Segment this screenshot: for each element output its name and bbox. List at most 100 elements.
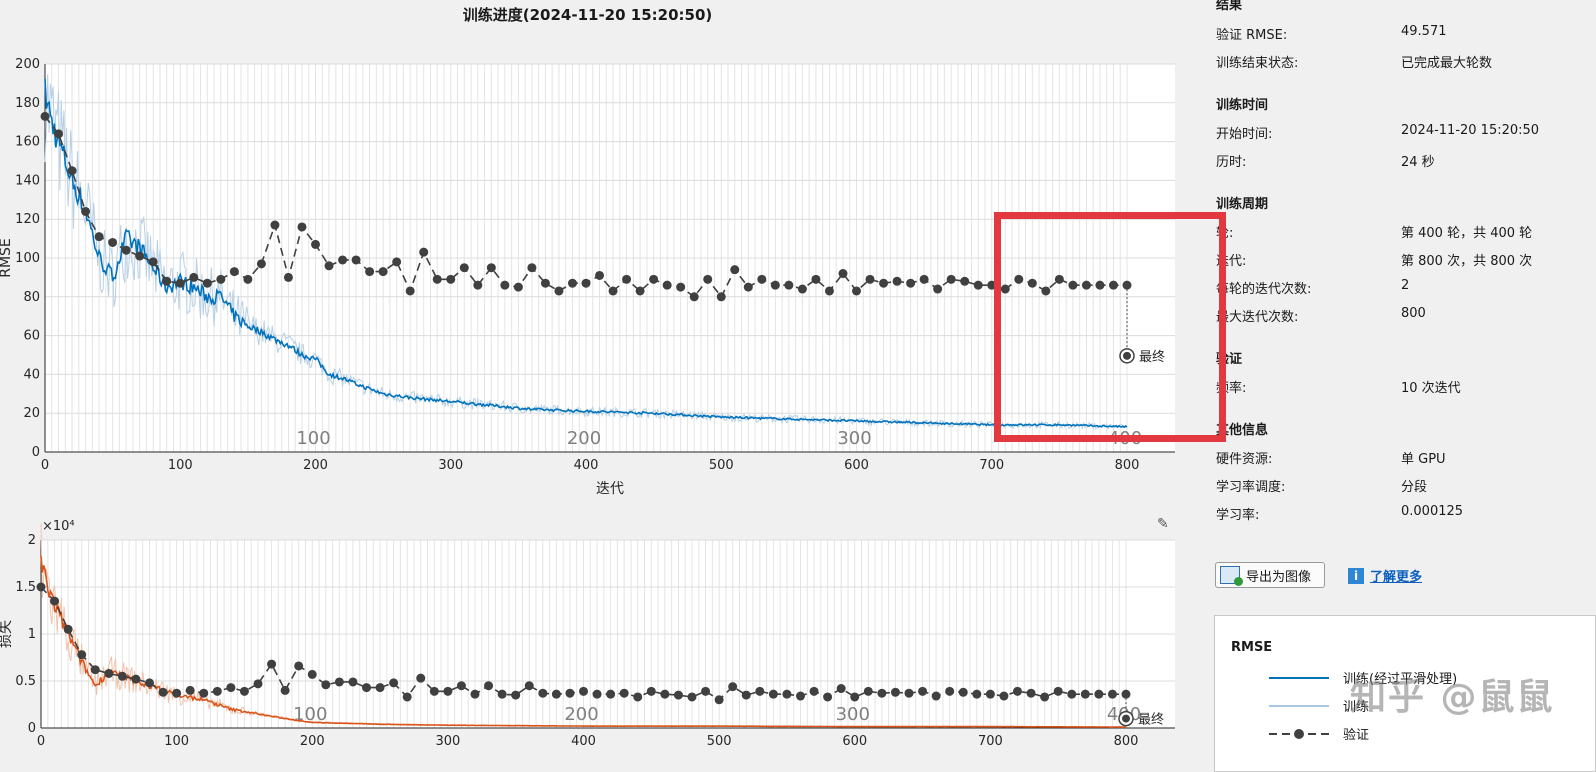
validation-point (67, 166, 77, 176)
validation-point (511, 690, 521, 700)
validation-point (743, 282, 753, 292)
y-tick-label: 1 (28, 627, 36, 642)
y-tick-label: 120 (15, 212, 40, 227)
validation-point (36, 582, 46, 592)
validation-point (473, 280, 483, 290)
image-export-icon (1220, 566, 1243, 586)
validation-point (131, 674, 141, 684)
validation-point (635, 286, 645, 296)
validation-point (500, 280, 510, 290)
other-title: 其他信息 (1216, 423, 1269, 438)
validation-point (338, 255, 348, 265)
validation-point (567, 278, 577, 288)
validation-point (297, 222, 307, 232)
validation-point (919, 274, 929, 284)
x-tick-label: 600 (844, 458, 869, 473)
validation-point (579, 686, 588, 696)
validation-point (50, 596, 60, 606)
legend-swatch-validation (1267, 726, 1331, 742)
epoch-label: 100 (296, 428, 330, 449)
validation-point (703, 274, 713, 284)
validation-point (253, 679, 263, 689)
final-marker-dot (1122, 714, 1130, 723)
validation-point (321, 680, 331, 690)
validation-point (212, 686, 222, 696)
validation-point (823, 692, 833, 702)
validation-point (565, 688, 575, 698)
validation-point (1094, 689, 1104, 699)
validation-point (1027, 278, 1037, 288)
validation-point (811, 274, 821, 284)
validation-point (1067, 689, 1077, 699)
validation-point (689, 292, 699, 302)
validation-point (497, 689, 507, 699)
validation-point (280, 685, 290, 695)
validation-point (809, 686, 819, 696)
validation-point (1013, 686, 1022, 696)
validation-point (972, 689, 982, 699)
validation-point (81, 206, 91, 216)
edit-icon[interactable]: ✎ (1157, 516, 1169, 532)
validation-point (1095, 280, 1105, 290)
validation-point (730, 265, 740, 275)
validation-point (892, 276, 902, 286)
validation-point (283, 272, 293, 282)
validation-point (216, 274, 226, 284)
validation-point (392, 257, 402, 267)
validation-point (551, 689, 561, 699)
validation-point (135, 251, 145, 261)
x-tick-label: 400 (571, 734, 596, 749)
validation-point (592, 689, 602, 699)
legend-item-train: 训练 (1267, 696, 1369, 715)
x-tick-label: 500 (709, 458, 734, 473)
learn-more[interactable]: i 了解更多 (1348, 566, 1422, 585)
validation-point (267, 659, 277, 669)
validation-point (416, 673, 426, 683)
x-tick-label: 100 (168, 458, 193, 473)
validation-point (852, 286, 861, 296)
validation-point (838, 269, 848, 279)
y-tick-label: 0.5 (15, 674, 36, 689)
x-tick-label: 0 (37, 734, 45, 749)
export-image-button[interactable]: 导出为图像 (1215, 562, 1325, 588)
validation-point (378, 267, 388, 277)
legend-item-validation: 验证 (1267, 724, 1369, 743)
time-title: 训练时间 (1216, 98, 1269, 113)
x-tick-label: 200 (303, 458, 328, 473)
learn-more-link[interactable]: 了解更多 (1370, 570, 1423, 585)
validation-point (527, 263, 537, 273)
validation-point (513, 282, 523, 292)
validation-point (365, 267, 375, 277)
x-tick-label: 500 (707, 734, 732, 749)
validation-point (405, 286, 415, 296)
validation-point (836, 684, 846, 694)
validation-point (985, 689, 995, 699)
cycle-title: 训练周期 (1216, 197, 1269, 212)
validation-point (307, 669, 317, 679)
validation-point (104, 668, 114, 678)
validation-point (1041, 286, 1051, 296)
validation-point (687, 692, 697, 702)
validation-point (931, 691, 941, 701)
validation-point (999, 691, 1009, 701)
validation-point (1000, 284, 1010, 294)
x-tick-label: 700 (979, 458, 1004, 473)
validation-point (389, 678, 399, 688)
validation-point (158, 687, 168, 697)
validation-point (960, 276, 970, 286)
validation-point (863, 686, 873, 696)
x-tick-label: 300 (438, 458, 463, 473)
validation-point (175, 278, 185, 288)
epoch-label: 300 (837, 428, 871, 449)
validation-point (470, 689, 480, 699)
validation-point (890, 687, 900, 697)
validation-point (1054, 274, 1064, 284)
legend-title: RMSE (1231, 640, 1273, 655)
x-tick-label: 400 (574, 458, 599, 473)
training-smoothed-line (44, 78, 1128, 429)
validation-point (741, 690, 751, 700)
x-tick-label: 700 (978, 734, 1003, 749)
validation-point (429, 686, 439, 696)
validation-point (608, 286, 618, 296)
validation-point (202, 278, 212, 288)
